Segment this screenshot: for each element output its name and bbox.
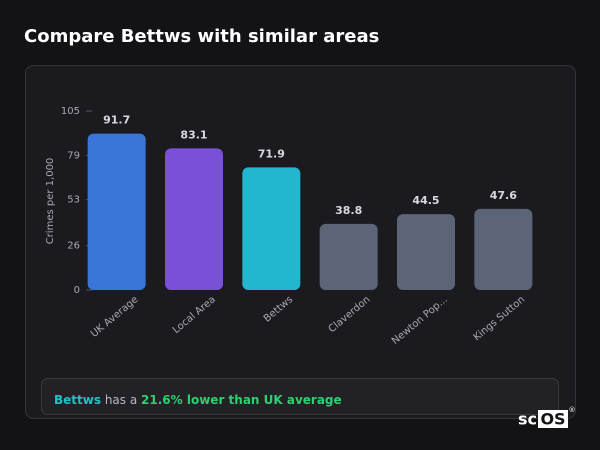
bar bbox=[319, 223, 378, 290]
logo: sc OS ® bbox=[518, 406, 576, 429]
logo-highlight: OS bbox=[540, 410, 565, 429]
y-tick-label: 26 bbox=[67, 241, 80, 252]
value-label: 83.1 bbox=[180, 128, 207, 141]
value-label: 38.8 bbox=[335, 204, 362, 217]
bar bbox=[242, 167, 301, 290]
bar bbox=[474, 208, 533, 290]
value-label: 91.7 bbox=[103, 114, 130, 127]
summary-comparison: 21.6% lower than UK average bbox=[141, 393, 342, 407]
bar bbox=[165, 148, 223, 290]
summary-box bbox=[41, 378, 559, 415]
bar bbox=[87, 133, 146, 290]
summary-text: Bettws has a 21.6% lower than UK average bbox=[54, 393, 342, 407]
card bbox=[25, 65, 576, 419]
summary-area: Bettws bbox=[54, 393, 101, 407]
y-tick-label: 79 bbox=[67, 150, 80, 161]
value-label: 47.6 bbox=[490, 189, 517, 202]
summary-connector: has a bbox=[105, 393, 137, 407]
value-label: 44.5 bbox=[412, 194, 439, 207]
y-tick-label: 0 bbox=[74, 285, 80, 296]
logo-text: sc bbox=[518, 410, 537, 429]
bar bbox=[397, 214, 455, 290]
page-title: Compare Bettws with similar areas bbox=[24, 26, 379, 47]
logo-box bbox=[538, 410, 568, 428]
logo-mark: ® bbox=[569, 406, 576, 414]
y-tick-label: 53 bbox=[67, 195, 80, 206]
y-axis-label: Crimes per 1,000 bbox=[45, 158, 56, 245]
value-label: 71.9 bbox=[258, 147, 285, 160]
y-tick-label: 105 bbox=[61, 106, 80, 117]
